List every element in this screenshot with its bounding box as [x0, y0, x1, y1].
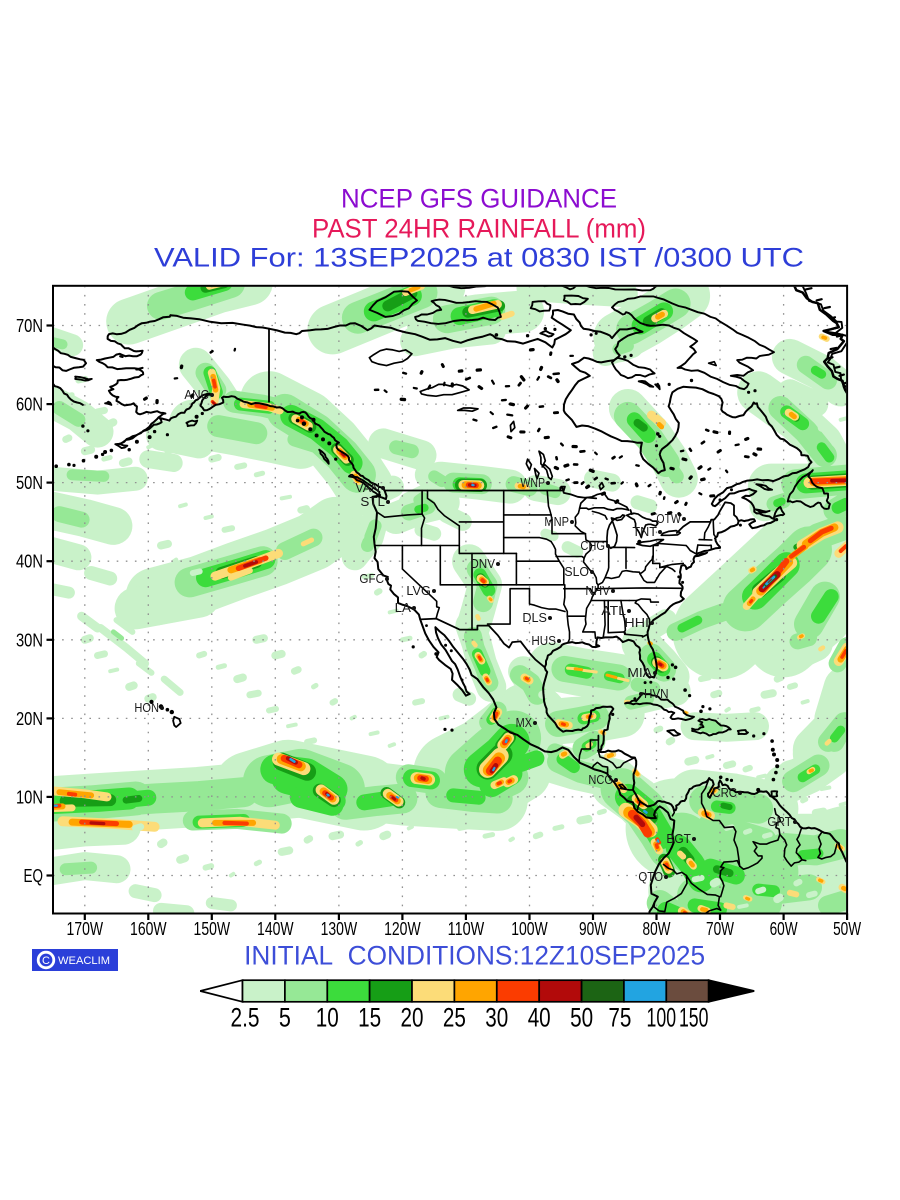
svg-text:NCG: NCG	[588, 772, 613, 787]
svg-text:150: 150	[679, 1003, 709, 1033]
svg-text:HHI: HHI	[624, 615, 649, 630]
svg-text:60N: 60N	[16, 395, 43, 415]
svg-text:GFC: GFC	[359, 571, 384, 586]
svg-text:VALID For: 13SEP2025 at 0830 I: VALID For: 13SEP2025 at 0830 IST /0300 U…	[154, 243, 804, 273]
svg-text:HVN: HVN	[644, 686, 669, 701]
svg-text:100: 100	[647, 1003, 677, 1033]
svg-text:80W: 80W	[643, 919, 671, 939]
svg-text:SLO: SLO	[564, 564, 589, 579]
svg-text:MNP: MNP	[544, 514, 569, 529]
svg-text:150W: 150W	[194, 919, 231, 939]
svg-text:70W: 70W	[706, 919, 734, 939]
svg-text:EQ: EQ	[24, 866, 44, 886]
svg-text:70N: 70N	[16, 316, 43, 336]
svg-text:OTW: OTW	[656, 511, 681, 526]
svg-text:DNV: DNV	[470, 556, 495, 571]
svg-text:10N: 10N	[16, 787, 43, 807]
svg-text:DLS: DLS	[522, 610, 547, 625]
svg-text:40: 40	[528, 1003, 551, 1033]
svg-text:PAST 24HR RAINFALL (mm): PAST 24HR RAINFALL (mm)	[312, 214, 646, 244]
svg-text:NHV: NHV	[585, 583, 610, 598]
svg-text:ANC: ANC	[184, 387, 209, 402]
svg-text:40N: 40N	[16, 552, 43, 572]
svg-text:75: 75	[608, 1003, 631, 1033]
svg-text:WEACLIM: WEACLIM	[58, 955, 110, 967]
svg-text:BGT: BGT	[666, 831, 691, 846]
svg-text:60W: 60W	[770, 919, 798, 939]
svg-text:50: 50	[570, 1003, 593, 1033]
svg-text:GRT: GRT	[767, 814, 792, 829]
svg-text:INITIAL CONDITIONS:12Z10SEP20: INITIAL CONDITIONS:12Z10SEP2025	[244, 941, 705, 971]
svg-text:CRC: CRC	[712, 785, 737, 800]
svg-text:WNP: WNP	[520, 475, 545, 490]
svg-text:QTO: QTO	[638, 869, 663, 884]
svg-text:90W: 90W	[579, 919, 607, 939]
svg-text:15: 15	[358, 1003, 381, 1033]
svg-text:20N: 20N	[16, 709, 43, 729]
svg-text:50W: 50W	[833, 919, 861, 939]
svg-text:130W: 130W	[321, 919, 358, 939]
svg-text:LVG: LVG	[406, 583, 431, 598]
svg-text:C: C	[42, 955, 50, 967]
svg-text:HUS: HUS	[531, 633, 556, 648]
svg-text:NCEP GFS GUIDANCE: NCEP GFS GUIDANCE	[341, 184, 617, 214]
svg-text:MX: MX	[516, 715, 533, 730]
svg-text:25: 25	[443, 1003, 466, 1033]
svg-text:140W: 140W	[257, 919, 294, 939]
svg-text:ATL: ATL	[601, 603, 626, 618]
svg-text:STL: STL	[360, 494, 385, 509]
svg-text:HON: HON	[134, 700, 159, 715]
svg-text:VAN: VAN	[355, 480, 380, 495]
svg-text:TNT: TNT	[632, 524, 657, 539]
svg-text:30N: 30N	[16, 630, 43, 650]
svg-text:MIA: MIA	[627, 665, 652, 680]
svg-text:2.5: 2.5	[231, 1003, 260, 1033]
svg-text:110W: 110W	[448, 919, 485, 939]
svg-text:100W: 100W	[511, 919, 548, 939]
svg-text:50N: 50N	[16, 473, 43, 493]
svg-text:170W: 170W	[67, 919, 104, 939]
svg-text:120W: 120W	[384, 919, 421, 939]
svg-text:CHG: CHG	[580, 538, 605, 553]
svg-text:10: 10	[316, 1003, 339, 1033]
svg-text:20: 20	[401, 1003, 424, 1033]
svg-text:LA: LA	[395, 600, 412, 615]
svg-text:5: 5	[279, 1003, 291, 1033]
svg-text:30: 30	[485, 1003, 508, 1033]
svg-text:160W: 160W	[130, 919, 167, 939]
